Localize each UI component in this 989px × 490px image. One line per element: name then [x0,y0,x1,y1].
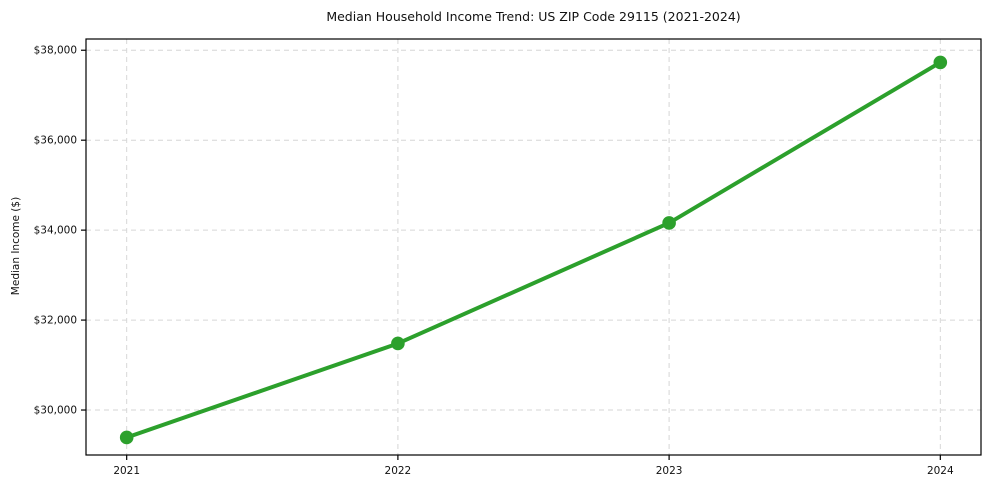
chart-title: Median Household Income Trend: US ZIP Co… [326,9,741,24]
y-tick-label: $36,000 [34,135,77,147]
data-point [391,336,405,351]
data-point [933,55,948,70]
y-tick-label: $32,000 [34,315,77,327]
x-tick-label: 2024 [927,465,954,477]
y-tick-label: $30,000 [34,405,77,417]
x-tick-label: 2021 [113,465,140,477]
plot-border [85,38,982,456]
x-tick-label: 2022 [385,465,412,477]
x-tick-label: 2023 [656,465,683,477]
y-tick-label: $38,000 [34,45,77,57]
data-point [662,216,676,230]
y-tick-label: $34,000 [34,225,77,237]
trend-line [124,60,943,440]
data-point [119,430,134,445]
